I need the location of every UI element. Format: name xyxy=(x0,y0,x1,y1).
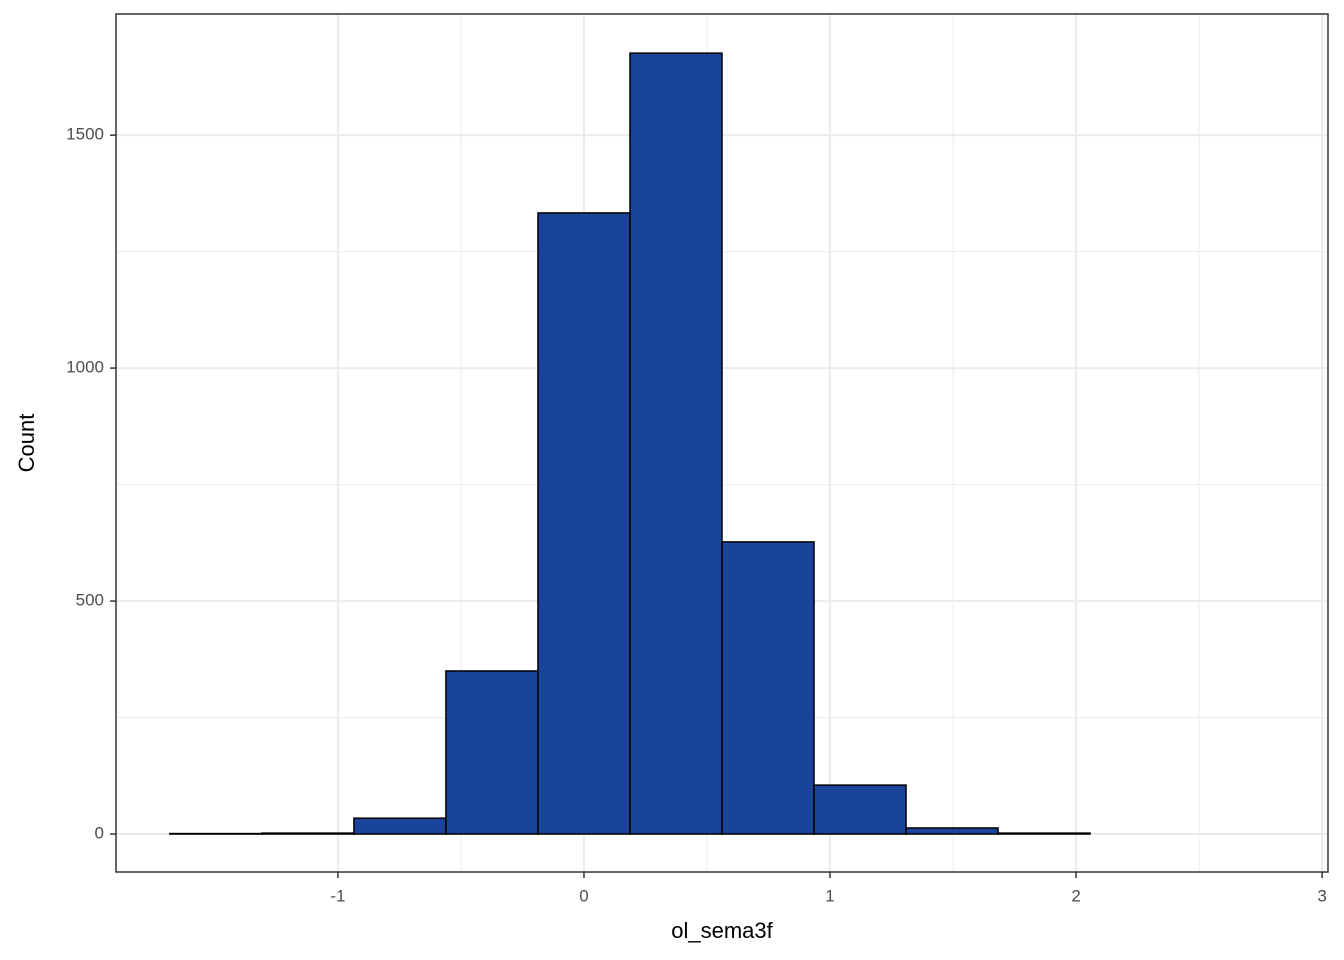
bar xyxy=(997,832,1091,835)
bar xyxy=(445,670,539,835)
y-tick-label: 1500 xyxy=(66,125,104,144)
y-tick-label: 500 xyxy=(76,591,104,610)
y-tick-label: 0 xyxy=(95,824,104,843)
bar xyxy=(905,827,999,835)
panel-border xyxy=(115,13,1329,873)
x-tick-label: 2 xyxy=(1071,886,1080,905)
x-tick-label: 3 xyxy=(1317,886,1326,905)
y-axis-title: Count xyxy=(14,414,39,473)
bar xyxy=(353,817,447,835)
x-tick-label: -1 xyxy=(330,886,345,905)
bar xyxy=(721,541,815,835)
y-tick-label: 1000 xyxy=(66,358,104,377)
bar xyxy=(629,52,723,835)
x-axis-title: ol_sema3f xyxy=(671,918,773,943)
x-tick-label: 1 xyxy=(825,886,834,905)
x-tick-label: 0 xyxy=(579,886,588,905)
bar xyxy=(537,212,631,835)
bar xyxy=(261,832,355,835)
bar xyxy=(813,784,907,835)
